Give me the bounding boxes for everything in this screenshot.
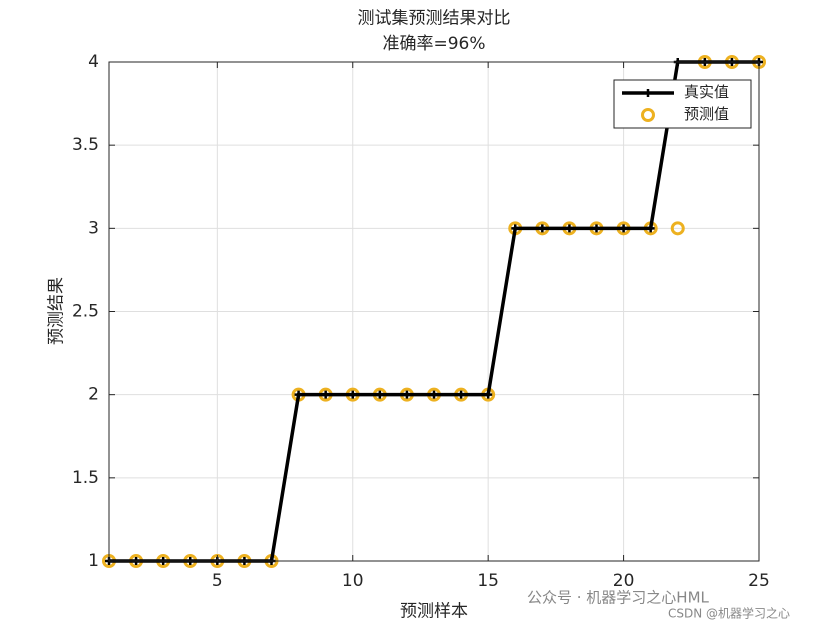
marker-part xyxy=(294,390,303,399)
marker xyxy=(619,224,628,233)
marker xyxy=(294,390,303,399)
y-tick-label: 2 xyxy=(88,385,99,405)
watermark: CSDN @机器学习之心 xyxy=(668,606,790,621)
marker-part xyxy=(321,390,330,399)
chart-title: 测试集预测结果对比 xyxy=(358,9,511,29)
marker xyxy=(646,224,655,233)
x-tick-label: 10 xyxy=(342,571,364,591)
x-tick-label: 15 xyxy=(477,571,499,591)
marker-part xyxy=(565,224,574,233)
marker xyxy=(457,390,466,399)
legend-label: 真实值 xyxy=(684,83,729,101)
marker-part xyxy=(619,224,628,233)
marker-part xyxy=(646,224,655,233)
marker-part xyxy=(457,390,466,399)
marker xyxy=(670,221,685,236)
marker-part xyxy=(402,390,411,399)
marker xyxy=(348,390,357,399)
y-tick-label: 2.5 xyxy=(72,302,99,322)
marker xyxy=(565,224,574,233)
marker-part xyxy=(348,390,357,399)
marker xyxy=(375,390,384,399)
x-tick-label: 25 xyxy=(748,571,770,591)
legend-label: 预测值 xyxy=(684,105,729,123)
legend-marker xyxy=(644,89,652,97)
marker-part xyxy=(484,390,493,399)
x-tick-label: 5 xyxy=(212,571,223,591)
marker-part xyxy=(511,224,520,233)
marker xyxy=(484,390,493,399)
x-tick-label: 20 xyxy=(613,571,635,591)
y-tick-label: 3 xyxy=(88,218,99,238)
y-axis-label: 预测结果 xyxy=(47,277,67,345)
marker-part xyxy=(375,390,384,399)
y-tick-label: 1 xyxy=(88,551,99,571)
marker xyxy=(430,390,438,399)
marker xyxy=(538,224,547,233)
marker-part xyxy=(538,224,547,233)
marker-part xyxy=(430,390,438,399)
marker xyxy=(402,390,411,399)
marker-part xyxy=(592,224,601,233)
x-axis-label: 预测样本 xyxy=(400,602,468,622)
y-tick-label: 4 xyxy=(88,52,99,72)
legend-box xyxy=(613,79,752,129)
y-tick-label: 1.5 xyxy=(72,468,99,488)
y-tick-label: 3.5 xyxy=(72,135,99,155)
marker xyxy=(511,224,520,233)
marker xyxy=(321,390,330,399)
chart-subtitle: 准确率=96% xyxy=(382,34,485,54)
legend-marker xyxy=(641,108,655,122)
marker xyxy=(592,224,601,233)
watermark: 公众号 · 机器学习之心HML xyxy=(527,589,710,607)
